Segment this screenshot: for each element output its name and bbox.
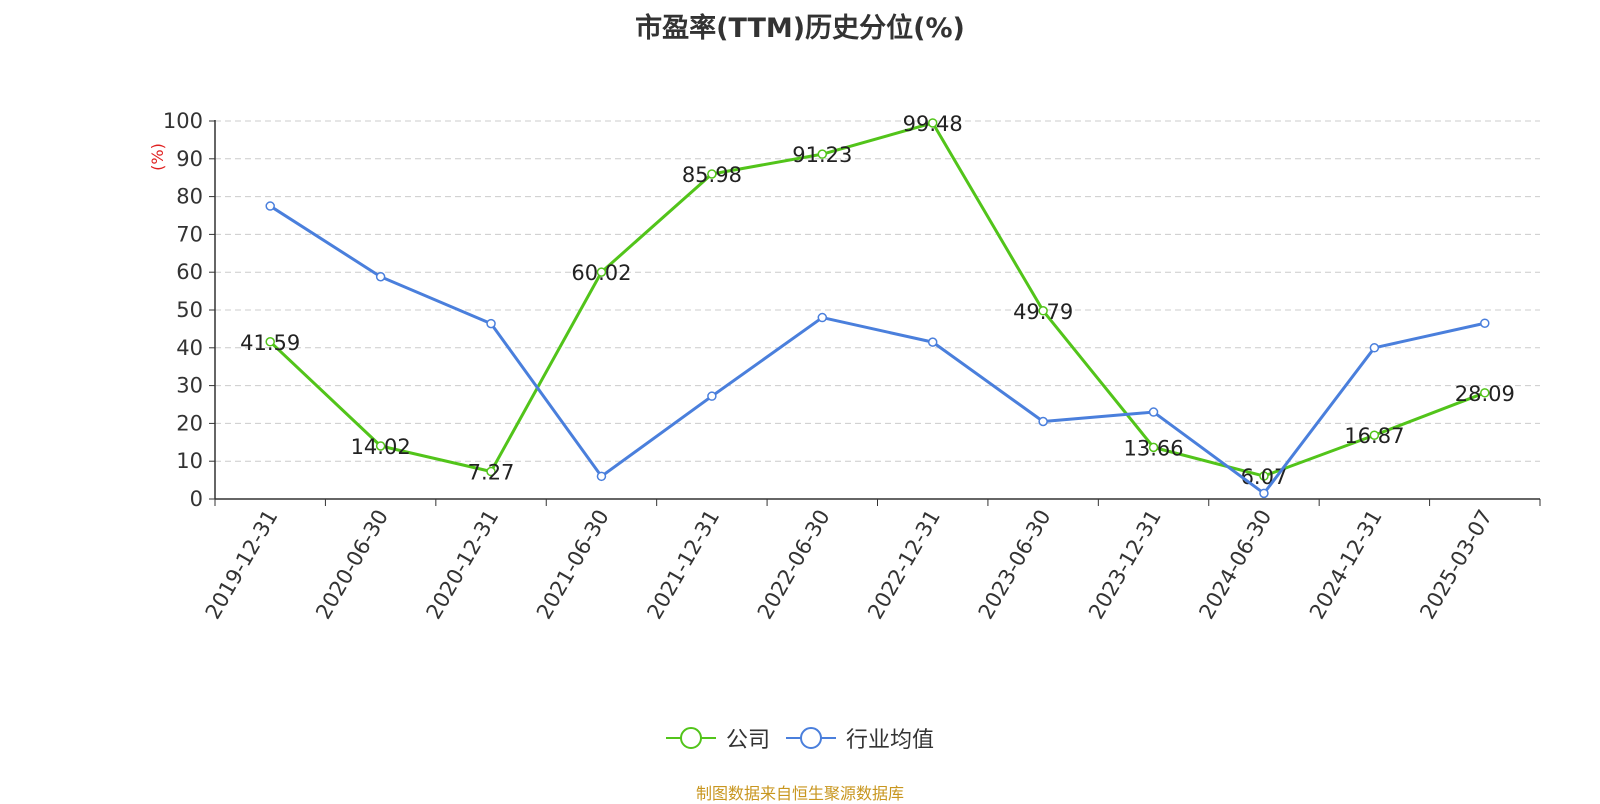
data-point-series-0 (927, 118, 938, 128)
data-point-series-0 (817, 149, 828, 159)
data-point-series-1 (1259, 488, 1269, 499)
x-tick-label: 2023-12-31 (1084, 506, 1166, 624)
legend-swatch-industry-average (786, 727, 836, 749)
data-point-series-0 (486, 466, 496, 477)
data-label: 28.09 (1455, 382, 1515, 406)
x-tick-label: 2024-12-31 (1305, 506, 1387, 624)
y-tick-label: 100 (163, 109, 203, 133)
data-label: 60.02 (571, 261, 631, 285)
data-point-series-0 (1259, 471, 1269, 481)
y-tick-label: 40 (176, 336, 203, 360)
data-point-series-1 (927, 337, 938, 347)
x-tick-label: 2025-03-07 (1415, 506, 1497, 624)
data-point-series-0 (1038, 306, 1048, 316)
x-tick-label: 2021-06-30 (532, 506, 614, 624)
legend-swatch-company (665, 727, 716, 749)
data-label: 99.48 (903, 112, 963, 136)
data-label: 7.27 (468, 461, 515, 485)
data-label: 41.59 (240, 331, 300, 355)
data-label: 85.98 (682, 163, 742, 187)
data-label: 49.79 (1013, 300, 1073, 324)
data-point-series-1 (375, 271, 386, 282)
y-tick-label: 0 (190, 487, 203, 511)
chart-legend: 公司 行业均值 (0, 722, 1600, 754)
x-tick-label: 2024-06-30 (1194, 506, 1276, 624)
y-tick-label: 80 (176, 185, 203, 209)
data-point-series-0 (1148, 442, 1159, 453)
data-point-series-0 (1369, 430, 1380, 440)
data-point-series-1 (265, 201, 275, 211)
x-tick-label: 2020-06-30 (311, 506, 393, 624)
data-point-series-0 (1480, 388, 1490, 398)
data-point-series-0 (707, 169, 717, 179)
y-tick-label: 60 (176, 260, 203, 284)
data-source-note: 制图数据来自恒生聚源数据库 (695, 784, 904, 803)
chart-title: 市盈率(TTM)历史分位(%) (635, 13, 965, 44)
data-point-series-0 (375, 441, 386, 451)
y-tick-label: 30 (176, 374, 203, 398)
y-tick-label: 10 (176, 449, 203, 473)
data-point-series-0 (265, 337, 275, 347)
x-tick-label: 2023-06-30 (974, 506, 1056, 624)
data-label: 13.66 (1123, 436, 1183, 460)
data-label: 91.23 (792, 143, 852, 167)
legend-label-company: 公司 (725, 728, 770, 753)
y-axis-label: (%) (148, 143, 167, 171)
x-tick-label: 2022-06-30 (753, 506, 835, 624)
data-point-series-1 (596, 471, 607, 482)
y-tick-label: 50 (176, 298, 203, 322)
y-tick-label: 20 (176, 411, 203, 435)
y-tick-label: 70 (176, 222, 203, 246)
x-tick-label: 2022-12-31 (863, 505, 945, 623)
data-point-series-0 (596, 267, 607, 277)
data-label: 14.02 (351, 435, 411, 459)
x-tick-label: 2021-12-31 (642, 506, 724, 624)
series-line-1 (269, 204, 1486, 495)
data-point-series-1 (486, 318, 496, 329)
data-point-series-1 (707, 391, 717, 401)
data-label: 6.07 (1241, 465, 1288, 489)
data-point-series-1 (817, 312, 828, 323)
legend-item-industry-average[interactable]: 行业均值 (786, 722, 934, 754)
data-label: 16.87 (1344, 424, 1404, 448)
y-tick-label: 90 (176, 147, 203, 171)
data-point-series-1 (1369, 343, 1380, 353)
x-tick-label: 2020-12-31 (422, 505, 504, 623)
data-point-series-1 (1480, 318, 1490, 328)
data-point-series-1 (1038, 416, 1048, 427)
legend-label-industry-average: 行业均值 (846, 728, 935, 753)
data-point-series-1 (1148, 407, 1159, 417)
legend-item-company[interactable]: 公司 (665, 722, 770, 754)
x-tick-label: 2019-12-31 (201, 506, 283, 624)
